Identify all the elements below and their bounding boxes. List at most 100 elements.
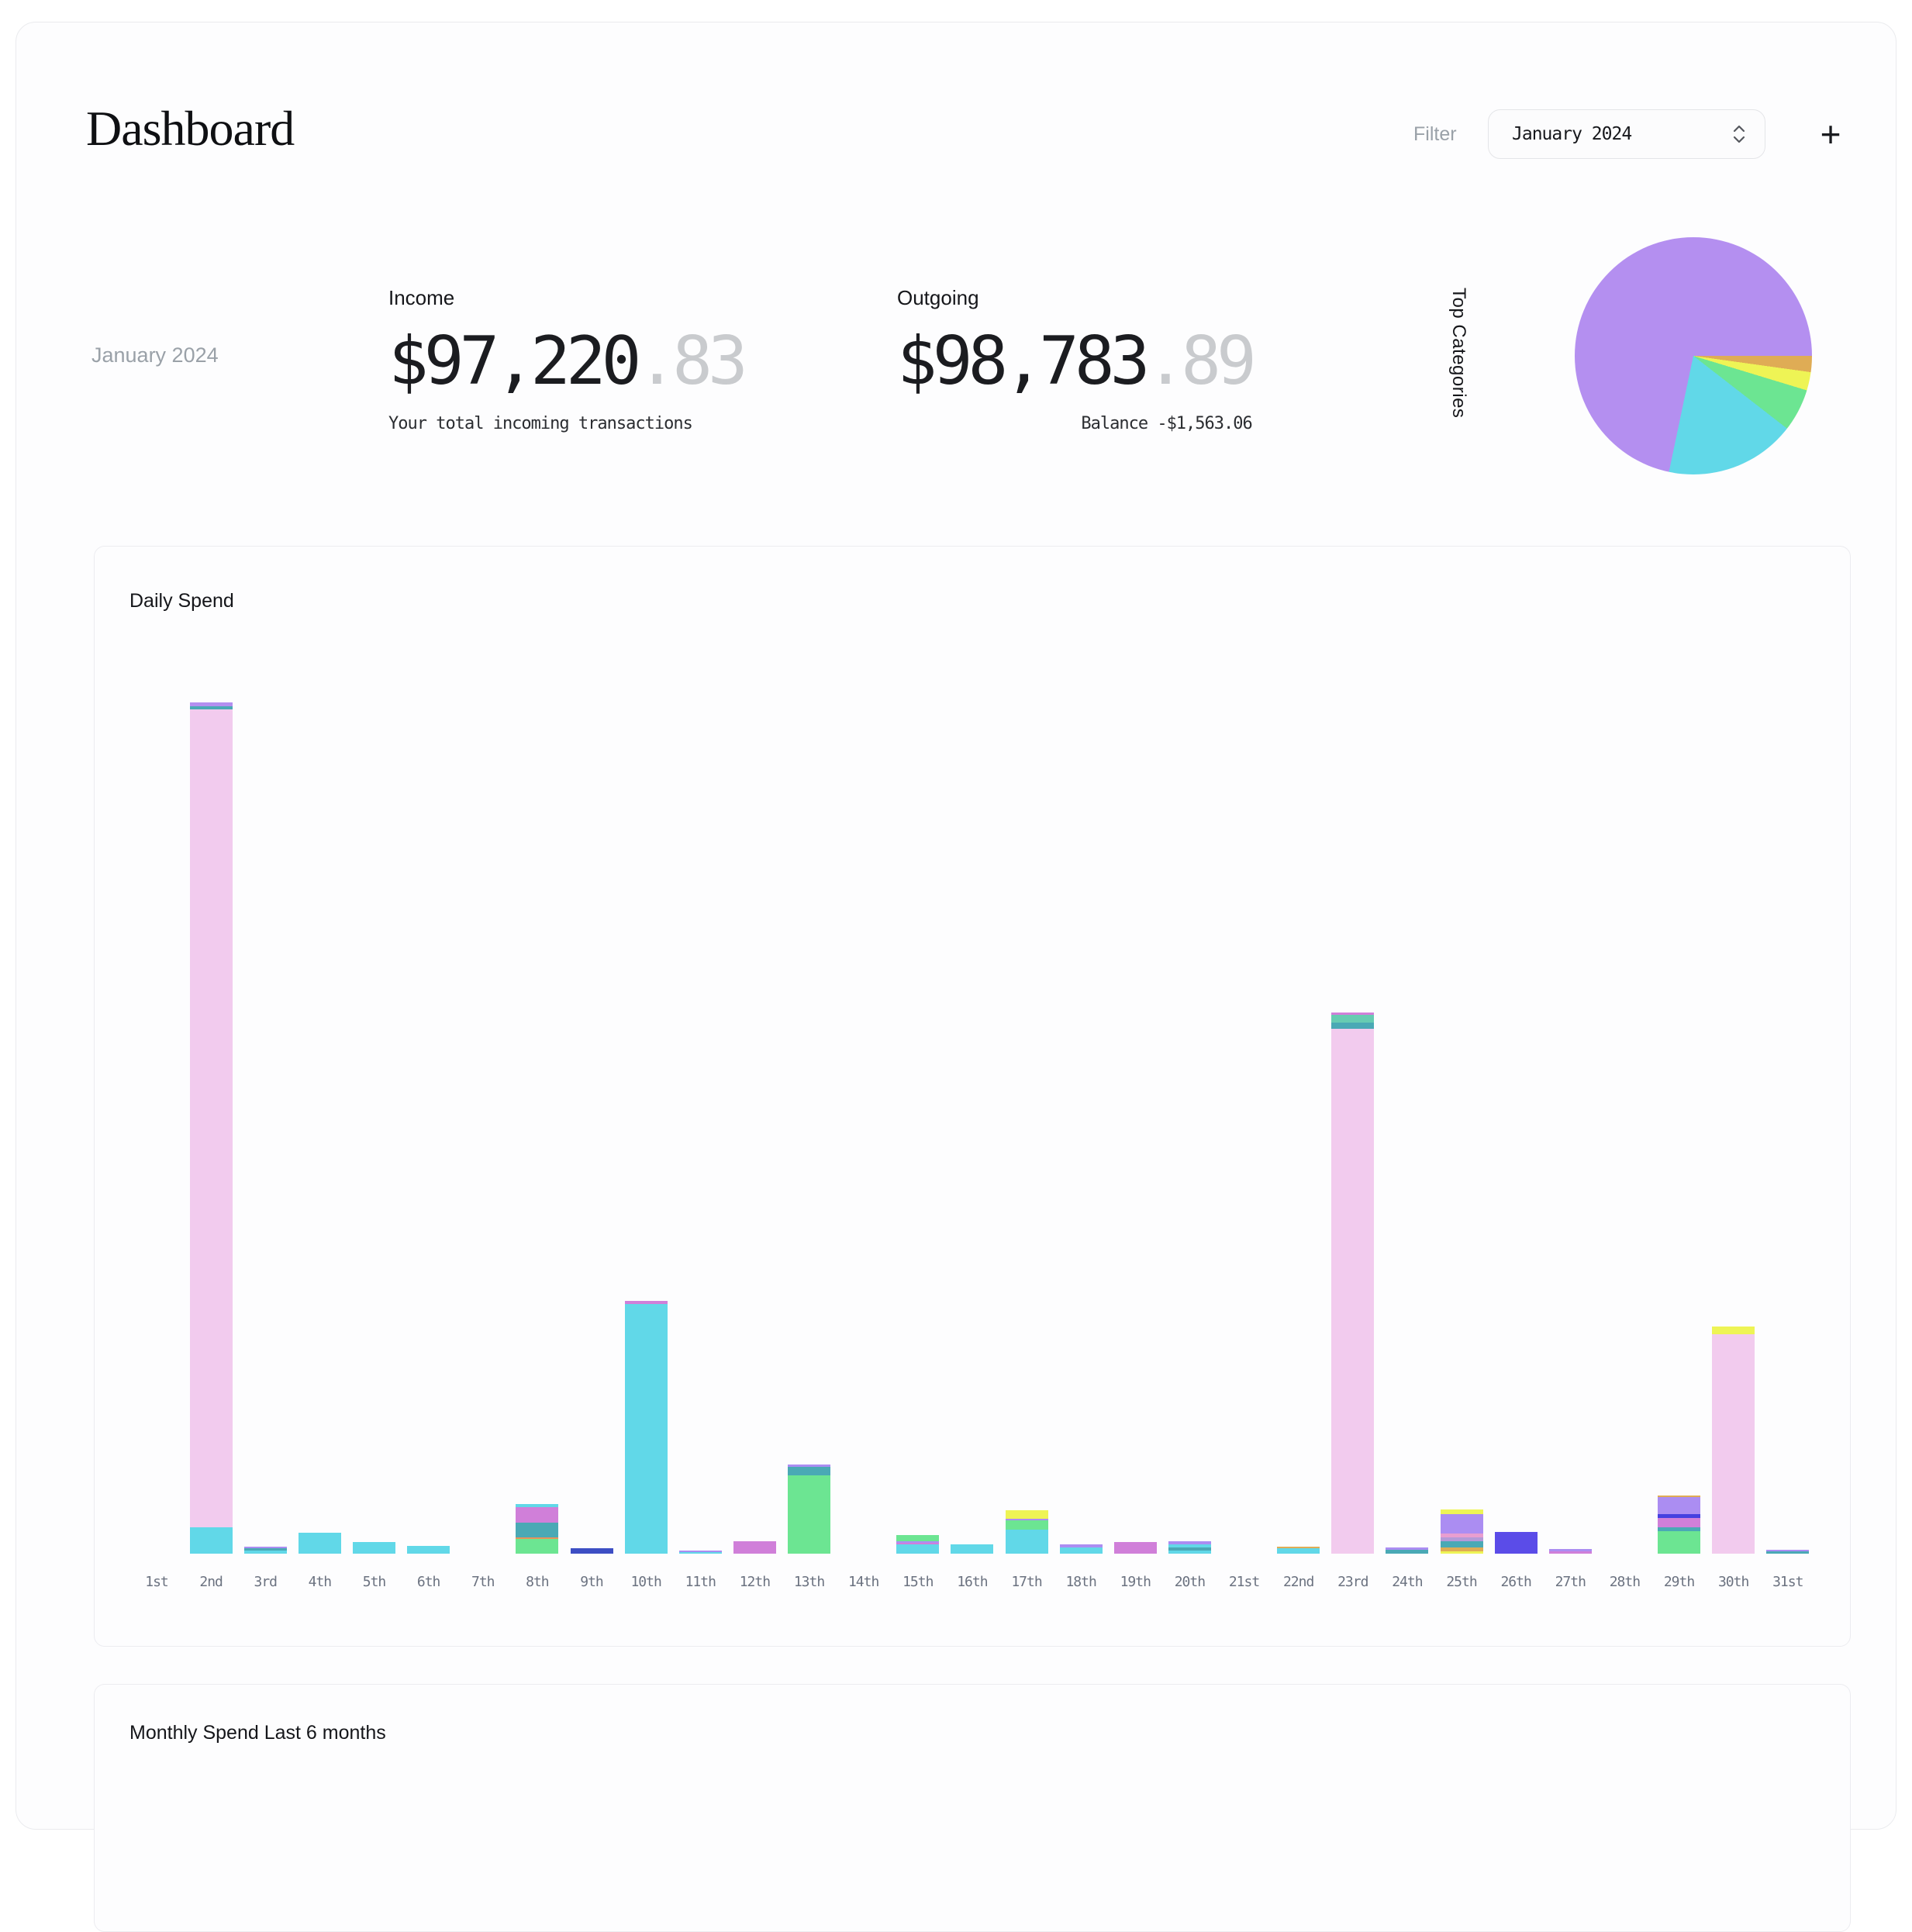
bar-segment-green: [788, 1475, 830, 1554]
bar-segment-orchid: [516, 1507, 559, 1523]
outgoing-amount: $98,783.89: [897, 323, 1257, 400]
bar-day-17th[interactable]: [999, 701, 1054, 1554]
bar-segment-teal: [189, 706, 233, 709]
bar-stack-4th: [298, 1533, 341, 1554]
bar-day-12th[interactable]: [727, 701, 782, 1554]
bar-day-8th[interactable]: [510, 701, 564, 1554]
day-label-29th: 29th: [1663, 1574, 1695, 1590]
day-label-22nd: 22nd: [1282, 1574, 1314, 1590]
bar-day-7th[interactable]: [456, 701, 510, 1554]
top-categories-label: Top Categories: [1448, 288, 1469, 419]
bar-segment-lavender: [1548, 1549, 1592, 1551]
bar-segment-orchid: [1548, 1551, 1592, 1554]
day-label-1st: 1st: [145, 1574, 169, 1590]
bar-day-25th[interactable]: [1434, 701, 1489, 1554]
bar-day-4th[interactable]: [292, 701, 347, 1554]
bar-segment-cyan: [624, 1304, 668, 1554]
monthly-spend-card: Monthly Spend Last 6 months: [94, 1684, 1851, 1932]
day-label-27th: 27th: [1555, 1574, 1586, 1590]
day-label-4th: 4th: [308, 1574, 333, 1590]
bar-day-24th[interactable]: [1380, 701, 1434, 1554]
bar-day-13th[interactable]: [782, 701, 837, 1554]
outgoing-amount-cents: .89: [1145, 323, 1256, 400]
bar-stack-16th: [951, 1544, 994, 1554]
day-label-10th: 10th: [630, 1574, 661, 1590]
dashboard-card: Dashboard Filter January 2024 + January …: [16, 22, 1896, 1932]
bar-segment-gold: [1658, 1496, 1700, 1497]
bar-stack-20th: [1168, 1541, 1211, 1554]
outgoing-amount-main: $98,783: [897, 323, 1150, 400]
bar-segment-cyan: [516, 1504, 559, 1507]
bar-segment-orchid: [1113, 1542, 1157, 1554]
bar-day-20th[interactable]: [1162, 701, 1217, 1554]
bar-day-3rd[interactable]: [238, 701, 292, 1554]
bar-stack-25th: [1440, 1509, 1483, 1554]
bar-day-16th[interactable]: [945, 701, 999, 1554]
bar-day-15th[interactable]: [891, 701, 945, 1554]
bar-day-30th[interactable]: [1707, 701, 1761, 1554]
bar-day-26th[interactable]: [1489, 701, 1543, 1554]
bar-day-27th[interactable]: [1543, 701, 1597, 1554]
day-label-26th: 26th: [1500, 1574, 1531, 1590]
bar-segment-rose: [1440, 1534, 1483, 1537]
bar-stack-26th: [1494, 1532, 1538, 1554]
bar-day-11th[interactable]: [673, 701, 727, 1554]
bar-segment-navy: [570, 1548, 613, 1554]
outgoing-stat: Outgoing $98,783.89 Balance -$1,563.06: [897, 286, 1257, 433]
bar-segment-orchid: [733, 1541, 776, 1554]
bar-day-18th[interactable]: [1054, 701, 1108, 1554]
bar-day-9th[interactable]: [564, 701, 619, 1554]
day-label-16th: 16th: [957, 1574, 988, 1590]
bar-segment-mauve: [1440, 1537, 1483, 1541]
bar-segment-teal: [788, 1467, 830, 1475]
day-label-7th: 7th: [471, 1574, 495, 1590]
bar-stack-19th: [1113, 1542, 1157, 1554]
bar-segment-cyan: [1277, 1548, 1320, 1554]
income-label: Income: [388, 286, 455, 309]
day-label-18th: 18th: [1065, 1574, 1096, 1590]
bar-day-10th[interactable]: [619, 701, 673, 1554]
bar-day-6th[interactable]: [402, 701, 456, 1554]
income-amount-main: $97,220: [388, 323, 641, 400]
bar-segment-teal: [1386, 1550, 1429, 1554]
bar-segment-gold: [1277, 1547, 1320, 1548]
bar-stack-24th: [1386, 1547, 1429, 1554]
income-amount: $97,220.83: [388, 323, 748, 400]
summary-period: January 2024: [91, 343, 219, 367]
bar-segment-orchid: [896, 1543, 940, 1544]
day-label-24th: 24th: [1392, 1574, 1423, 1590]
bar-stack-27th: [1548, 1549, 1592, 1554]
bar-day-14th[interactable]: [837, 701, 891, 1554]
bar-day-5th[interactable]: [347, 701, 402, 1554]
bar-day-28th[interactable]: [1597, 701, 1651, 1554]
bar-segment-blue: [1658, 1514, 1700, 1518]
bar-segment-cyan: [298, 1533, 341, 1554]
bar-segment-green: [1005, 1520, 1048, 1530]
bar-day-22nd[interactable]: [1272, 701, 1326, 1554]
bar-stack-9th: [570, 1548, 613, 1554]
bar-day-1st[interactable]: [129, 701, 184, 1554]
bar-segment-lavender: [896, 1541, 940, 1543]
bar-day-31st[interactable]: [1761, 701, 1815, 1554]
add-button[interactable]: +: [1806, 109, 1855, 159]
bar-day-2nd[interactable]: [184, 701, 238, 1554]
day-label-12th: 12th: [739, 1574, 771, 1590]
day-label-5th: 5th: [362, 1574, 387, 1590]
bar-stack-23rd: [1331, 1013, 1375, 1554]
bar-segment-cyan: [1168, 1544, 1211, 1547]
bar-segment-cyan: [189, 1527, 233, 1554]
bar-stack-6th: [407, 1546, 450, 1554]
bar-segment-cyan: [1005, 1530, 1048, 1554]
bar-day-19th[interactable]: [1108, 701, 1162, 1554]
bar-stack-5th: [353, 1542, 395, 1554]
bar-segment-orchid: [1331, 1013, 1375, 1015]
dashboard-page: { "palette": { "pink": "#f2cbee", "cyan"…: [16, 22, 1896, 1932]
top-categories-pie[interactable]: [1575, 237, 1812, 474]
bar-segment-lavender: [678, 1551, 722, 1552]
day-label-20th: 20th: [1174, 1574, 1206, 1590]
period-select[interactable]: January 2024: [1488, 109, 1765, 159]
bar-day-23rd[interactable]: [1326, 701, 1380, 1554]
plus-icon: +: [1820, 114, 1841, 154]
bar-day-29th[interactable]: [1652, 701, 1707, 1554]
bar-day-21st[interactable]: [1217, 701, 1272, 1554]
